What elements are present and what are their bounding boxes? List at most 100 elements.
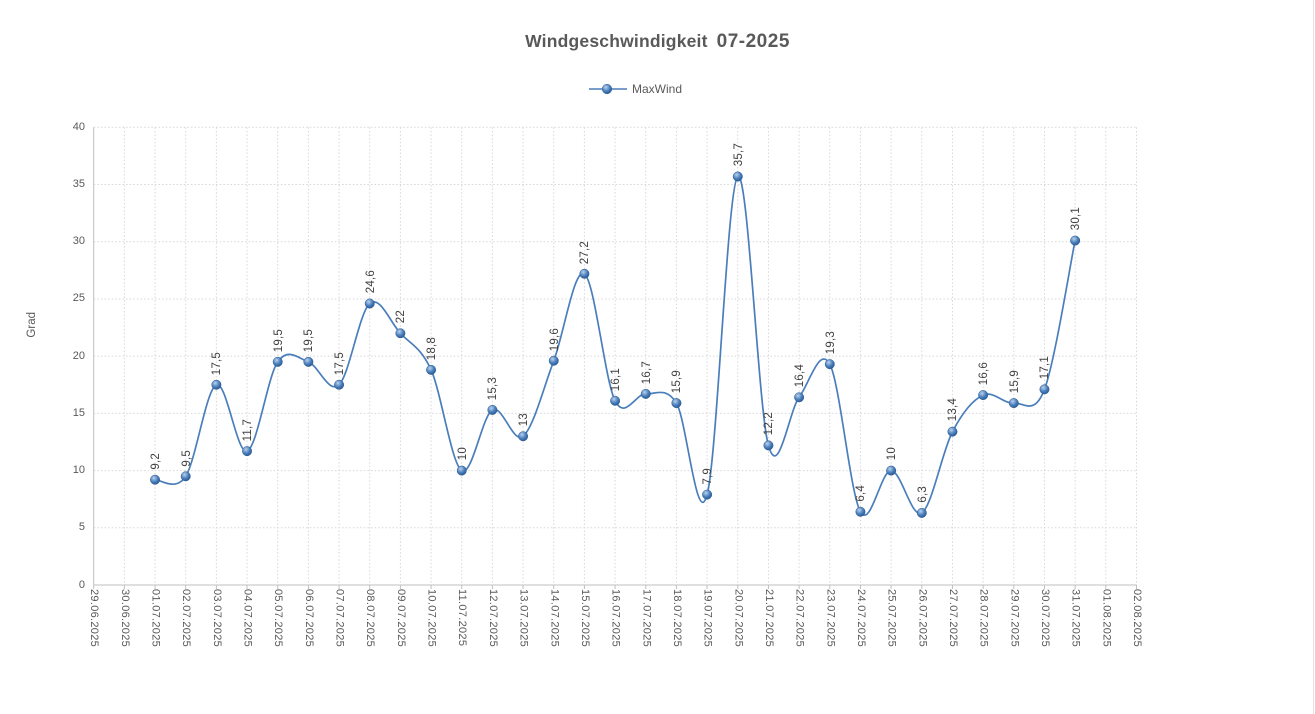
data-point-marker[interactable] bbox=[978, 390, 989, 401]
data-label: 9,2 bbox=[150, 453, 163, 470]
axis-lines bbox=[93, 127, 1137, 589]
data-point-marker[interactable] bbox=[364, 298, 375, 309]
data-label: 16,4 bbox=[794, 364, 807, 388]
data-label: 10 bbox=[886, 447, 899, 461]
data-point-marker[interactable] bbox=[456, 465, 467, 476]
y-axis-label: 20 bbox=[72, 349, 85, 362]
data-label: 15,9 bbox=[1008, 369, 1021, 394]
x-axis-label: 03.07.2025 bbox=[210, 589, 223, 648]
y-axis-label: 10 bbox=[72, 464, 85, 477]
data-point-marker[interactable] bbox=[794, 392, 805, 403]
data-label: 19,3 bbox=[824, 330, 837, 355]
y-axis-label: 5 bbox=[78, 521, 85, 534]
y-axis-label: 35 bbox=[72, 178, 85, 190]
data-point-marker[interactable] bbox=[426, 364, 437, 375]
x-axis-label: 01.07.2025 bbox=[149, 589, 162, 648]
data-label: 16,1 bbox=[610, 367, 623, 391]
data-point-marker[interactable] bbox=[579, 268, 590, 279]
data-label: 15,9 bbox=[671, 369, 684, 394]
data-label: 16,6 bbox=[978, 361, 991, 386]
series-maxwind bbox=[150, 171, 1081, 518]
data-label: 12,2 bbox=[763, 412, 776, 436]
legend[interactable]: MaxWind bbox=[588, 80, 682, 98]
data-point-marker[interactable] bbox=[303, 356, 314, 367]
legend-label[interactable]: MaxWind bbox=[632, 82, 683, 96]
x-axis-label: 24.07.2025 bbox=[854, 589, 867, 648]
data-point-marker[interactable] bbox=[702, 489, 713, 500]
data-label: 15,3 bbox=[487, 376, 500, 400]
window-edge bbox=[1313, 0, 1314, 714]
legend-key-icon bbox=[589, 83, 627, 95]
data-point-marker[interactable] bbox=[518, 431, 529, 442]
data-point-marker[interactable] bbox=[886, 465, 897, 476]
data-label: 6,4 bbox=[855, 485, 868, 502]
x-axis-label: 27.07.2025 bbox=[946, 589, 959, 648]
x-axis-label: 28.07.2025 bbox=[977, 589, 990, 648]
x-axis-label: 06.07.2025 bbox=[302, 589, 315, 648]
x-axis-label: 18.07.2025 bbox=[670, 589, 683, 648]
legend-marker bbox=[601, 83, 613, 95]
data-point-marker[interactable] bbox=[150, 474, 160, 485]
data-point-marker[interactable] bbox=[334, 379, 345, 390]
data-point-marker[interactable] bbox=[211, 379, 222, 390]
x-axis-label: 21.07.2025 bbox=[762, 589, 775, 648]
data-point-marker[interactable] bbox=[548, 355, 559, 366]
data-label: 6,3 bbox=[916, 486, 929, 503]
data-point-marker[interactable] bbox=[1039, 384, 1050, 395]
x-axis-label: 13.07.2025 bbox=[517, 589, 530, 648]
y-axis-label: 40 bbox=[72, 120, 85, 133]
x-axis-label: 29.07.2025 bbox=[1008, 589, 1021, 648]
x-axis-label: 04.07.2025 bbox=[241, 589, 254, 648]
data-point-marker[interactable] bbox=[272, 356, 283, 367]
data-point-marker[interactable] bbox=[824, 359, 835, 370]
data-label: 19,5 bbox=[303, 328, 316, 352]
data-label: 13,4 bbox=[947, 398, 960, 422]
data-label: 35,7 bbox=[732, 143, 745, 167]
data-point-marker[interactable] bbox=[610, 395, 621, 406]
data-label: 16,7 bbox=[640, 360, 653, 384]
data-label: 30,1 bbox=[1070, 207, 1083, 231]
y-axis-label: 30 bbox=[72, 235, 85, 248]
x-axis-label: 12.07.2025 bbox=[486, 589, 499, 648]
data-label: 7,9 bbox=[702, 468, 715, 485]
x-axis-label: 14.07.2025 bbox=[548, 589, 561, 648]
data-label: 22 bbox=[395, 310, 408, 324]
data-point-marker[interactable] bbox=[1070, 235, 1081, 246]
x-axis-label: 30.07.2025 bbox=[1038, 589, 1051, 648]
data-point-marker[interactable] bbox=[395, 328, 406, 339]
x-axis-label: 09.07.2025 bbox=[394, 589, 407, 648]
data-label: 19,5 bbox=[272, 328, 285, 352]
data-point-marker[interactable] bbox=[180, 471, 191, 482]
data-point-marker[interactable] bbox=[732, 171, 743, 182]
data-point-marker[interactable] bbox=[242, 446, 253, 457]
data-point-marker[interactable] bbox=[640, 388, 651, 399]
gridlines bbox=[93, 126, 1137, 585]
x-axis-label: 26.07.2025 bbox=[916, 589, 929, 648]
data-point-marker[interactable] bbox=[855, 506, 866, 517]
data-point-marker[interactable] bbox=[1008, 398, 1019, 409]
data-label: 24,6 bbox=[364, 270, 377, 294]
x-axis-label: 02.07.2025 bbox=[180, 589, 193, 648]
x-axis-label: 15.07.2025 bbox=[578, 589, 591, 648]
data-point-marker[interactable] bbox=[671, 398, 682, 409]
x-axis-label: 25.07.2025 bbox=[885, 589, 898, 648]
data-label: 11,7 bbox=[242, 418, 255, 442]
data-label: 27,2 bbox=[579, 240, 592, 264]
x-axis-label: 01.08.2025 bbox=[1100, 589, 1113, 648]
x-axis-label: 20.07.2025 bbox=[732, 589, 745, 648]
data-label: 9,5 bbox=[180, 449, 193, 467]
data-point-marker[interactable] bbox=[947, 426, 958, 437]
data-point-marker[interactable] bbox=[487, 404, 498, 415]
data-label: 17,5 bbox=[211, 351, 224, 375]
chart-title: Windgeschwindigkeit 07-2025 bbox=[0, 31, 1315, 53]
data-point-marker[interactable] bbox=[916, 507, 927, 518]
data-label: 19,6 bbox=[548, 327, 561, 351]
x-axis-label: 31.07.2025 bbox=[1069, 589, 1082, 648]
data-point-marker[interactable] bbox=[763, 440, 774, 451]
x-axis-label: 22.07.2025 bbox=[793, 589, 806, 648]
x-axis-label: 07.07.2025 bbox=[333, 589, 346, 648]
x-axis-label: 29.06.2025 bbox=[88, 589, 101, 648]
x-axis-label: 30.06.2025 bbox=[118, 589, 131, 648]
